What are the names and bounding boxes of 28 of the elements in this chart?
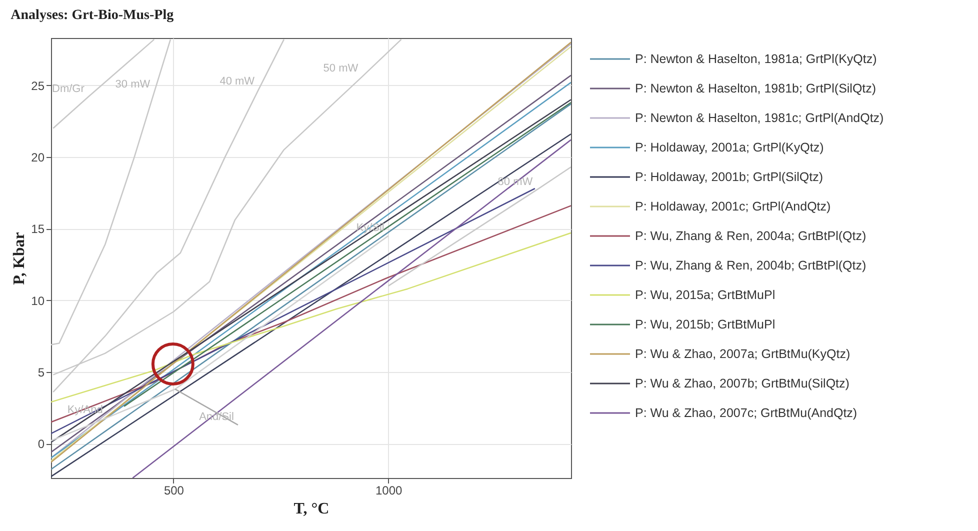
legend-label: P: Wu & Zhao, 2007b; GrtBtMu(SilQtz) (635, 376, 850, 390)
y-tick-label: 15 (31, 222, 45, 236)
legend-label: P: Wu, Zhang & Ren, 2004b; GrtBtPl(Qtz) (635, 258, 866, 272)
y-tick-label: 0 (38, 437, 45, 452)
y-tick-label: 25 (31, 78, 45, 93)
legend-label: P: Holdaway, 2001b; GrtPl(SilQtz) (635, 170, 824, 184)
y-tick-label: 5 (38, 365, 45, 380)
annotation: 30 mW (115, 78, 151, 90)
x-tick-label: 500 (164, 484, 184, 498)
annotation: Dm/Gr (52, 82, 85, 95)
y-tick-label: 10 (31, 294, 45, 308)
y-axis-title: P, Kbar (11, 232, 28, 285)
legend-label: P: Wu, 2015a; GrtBtMuPl (635, 288, 776, 302)
annotation: 50 mW (323, 62, 359, 75)
legend-label: P: Newton & Haselton, 1981a; GrtPl(KyQtz) (635, 52, 877, 66)
y-tick-label: 20 (31, 150, 45, 164)
legend-label: P: Wu & Zhao, 2007a; GrtBtMu(KyQtz) (635, 347, 850, 361)
legend-label: P: Newton & Haselton, 1981b; GrtPl(SilQtz) (635, 82, 876, 96)
legend-label: P: Holdaway, 2001a; GrtPl(KyQtz) (635, 140, 824, 154)
chart-title: Analyses: Grt-Bio-Mus-Plg (10, 8, 174, 23)
legend-label: P: Newton & Haselton, 1981c; GrtPl(AndQtz) (635, 111, 884, 125)
legend-label: P: Wu, Zhang & Ren, 2004a; GrtBtPl(Qtz) (635, 229, 866, 243)
x-axis-title: T, °C (294, 500, 330, 518)
legend-label: P: Wu & Zhao, 2007c; GrtBtMu(AndQtz) (635, 406, 858, 420)
x-tick-label: 1000 (376, 484, 403, 498)
annotation: 40 mW (220, 76, 256, 88)
legend-label: P: Wu, 2015b; GrtBtMuPl (635, 318, 776, 332)
legend-label: P: Holdaway, 2001c; GrtPl(AndQtz) (635, 200, 831, 214)
